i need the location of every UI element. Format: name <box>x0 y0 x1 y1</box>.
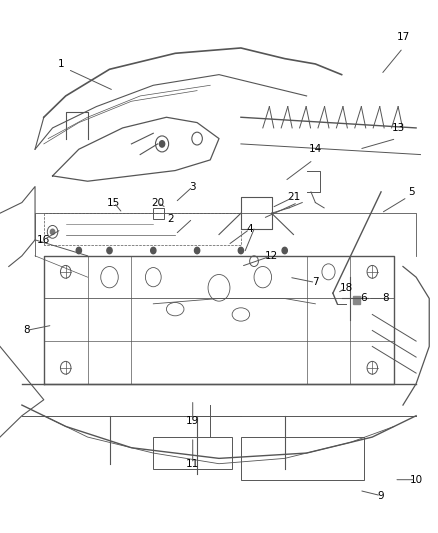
Text: 9: 9 <box>378 491 385 500</box>
Text: 8: 8 <box>23 326 30 335</box>
Text: 4: 4 <box>246 224 253 234</box>
Bar <box>353 296 360 304</box>
Circle shape <box>282 247 287 254</box>
Text: 8: 8 <box>382 294 389 303</box>
Text: 3: 3 <box>189 182 196 191</box>
Circle shape <box>238 247 244 254</box>
Text: 10: 10 <box>410 475 423 484</box>
Text: 14: 14 <box>309 144 322 154</box>
Text: 15: 15 <box>107 198 120 207</box>
Text: 18: 18 <box>339 283 353 293</box>
Circle shape <box>107 247 112 254</box>
Circle shape <box>76 247 81 254</box>
Circle shape <box>151 247 156 254</box>
Text: 16: 16 <box>37 235 50 245</box>
Text: 1: 1 <box>58 59 65 69</box>
Circle shape <box>159 141 165 147</box>
Text: 5: 5 <box>408 187 415 197</box>
Circle shape <box>194 247 200 254</box>
Text: 19: 19 <box>186 416 199 426</box>
Text: 6: 6 <box>360 294 367 303</box>
Text: 7: 7 <box>312 278 319 287</box>
Bar <box>241 437 364 480</box>
Text: 20: 20 <box>151 198 164 207</box>
Text: 12: 12 <box>265 251 278 261</box>
Text: 2: 2 <box>167 214 174 223</box>
Bar <box>153 208 164 219</box>
Text: 21: 21 <box>287 192 300 202</box>
Bar <box>153 437 232 469</box>
Text: 13: 13 <box>392 123 405 133</box>
Circle shape <box>50 229 55 235</box>
Text: 11: 11 <box>186 459 199 469</box>
Text: 17: 17 <box>396 33 410 42</box>
